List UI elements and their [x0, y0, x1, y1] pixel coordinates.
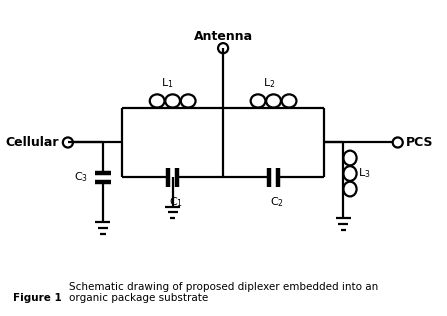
Text: L$_3$: L$_3$ [358, 167, 371, 180]
Text: PCS: PCS [406, 136, 434, 149]
Text: C$_2$: C$_2$ [270, 195, 284, 209]
Text: Cellular: Cellular [6, 136, 59, 149]
Text: Schematic drawing of proposed diplexer embedded into an
organic package substrat: Schematic drawing of proposed diplexer e… [69, 282, 379, 303]
Text: Figure 1: Figure 1 [13, 293, 62, 303]
Text: C$_3$: C$_3$ [74, 171, 88, 184]
Text: L$_2$: L$_2$ [263, 76, 276, 90]
Text: Antenna: Antenna [194, 30, 253, 43]
Text: C$_1$: C$_1$ [169, 195, 184, 209]
Text: L$_1$: L$_1$ [160, 76, 173, 90]
